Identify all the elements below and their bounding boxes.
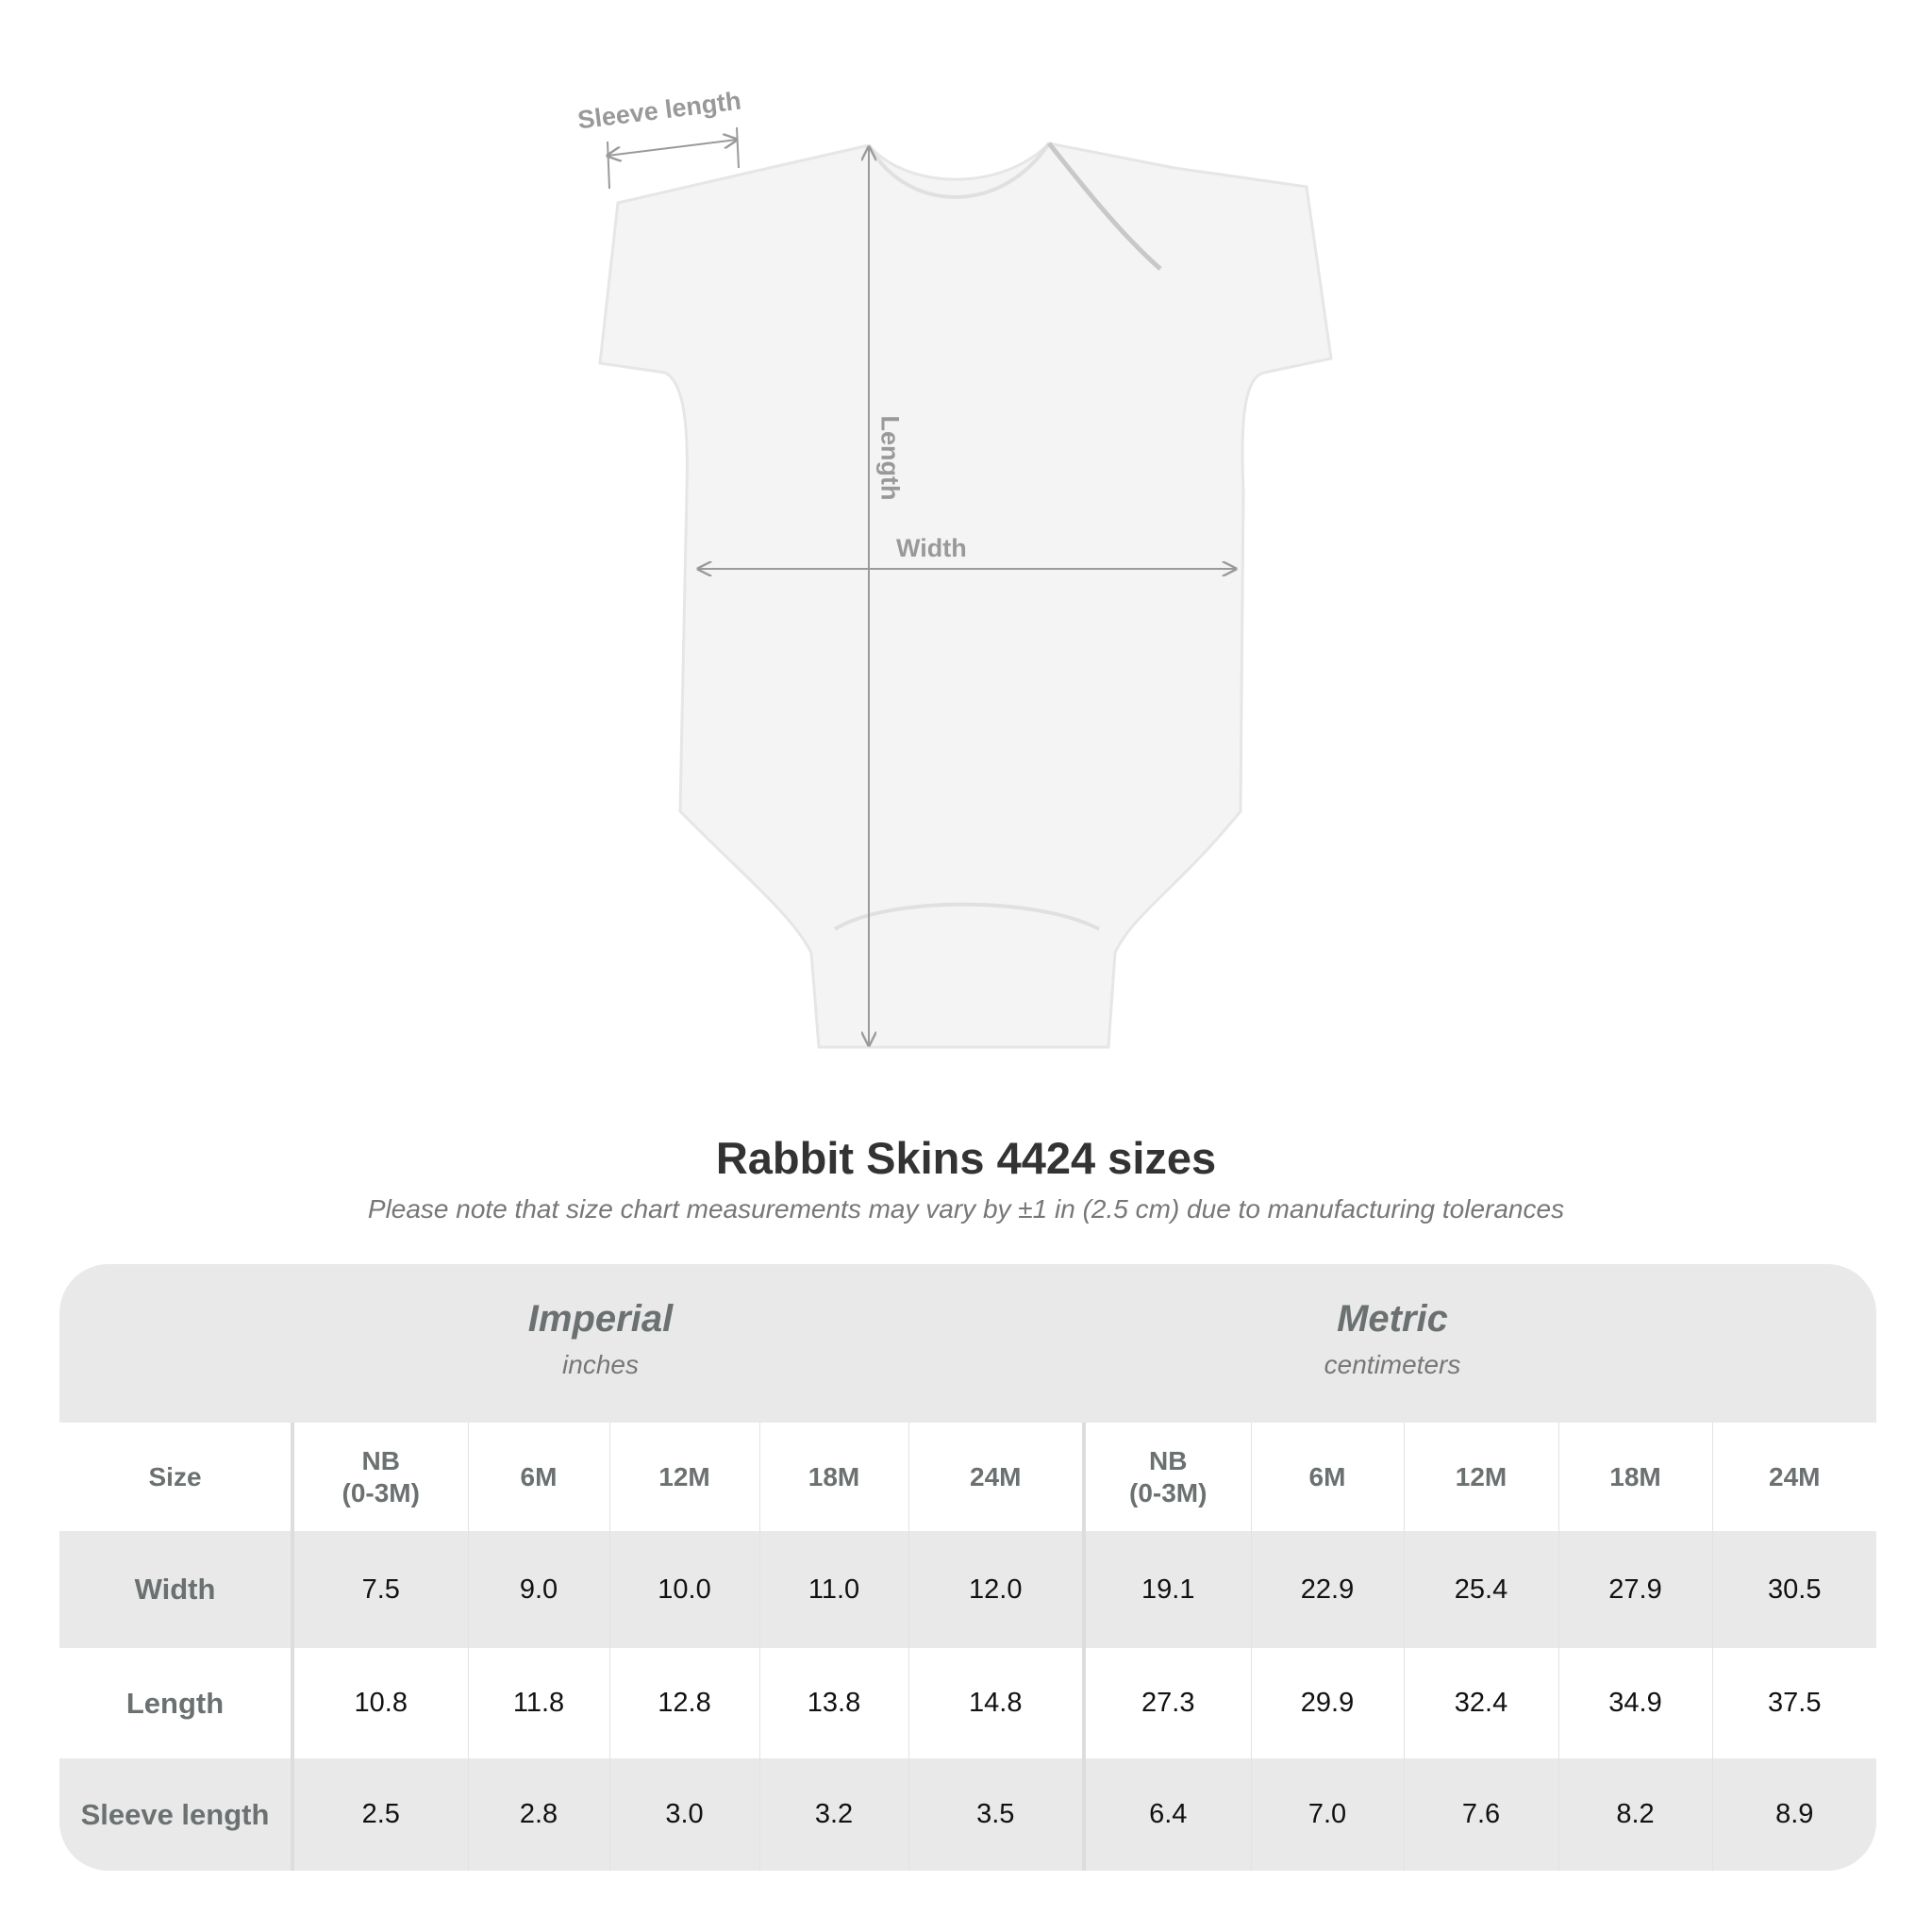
metric-value: 6.4 xyxy=(1082,1758,1251,1871)
size-label: Size xyxy=(59,1423,294,1531)
size-header-cell: 6M xyxy=(1250,1423,1404,1531)
imperial-value: 2.8 xyxy=(467,1758,609,1871)
metric-value: 29.9 xyxy=(1250,1648,1404,1758)
imperial-value: 3.0 xyxy=(608,1758,759,1871)
metric-value: 27.3 xyxy=(1082,1648,1251,1758)
imperial-value: 9.0 xyxy=(467,1531,609,1648)
metric-value: 37.5 xyxy=(1711,1648,1876,1758)
imperial-value: 12.0 xyxy=(908,1531,1084,1648)
size-header-cell: 24M xyxy=(908,1423,1084,1531)
size-diagram: Sleeve length Length Width xyxy=(576,87,1333,1049)
table-row: Width 7.5 9.0 10.0 11.0 12.0 19.1 22.9 25.4 27.9 3… xyxy=(59,1531,1876,1648)
metric-value: 32.4 xyxy=(1403,1648,1558,1758)
metric-value: 27.9 xyxy=(1557,1531,1712,1648)
size-header-cell: 12M xyxy=(1403,1423,1558,1531)
measurement-table: Size NB (0-3M) 6M 12M 18M 24M NB (0-3M) 6M 12M 18… xyxy=(59,1423,1876,1871)
row-label: Width xyxy=(59,1531,294,1648)
size-header-cell: 18M xyxy=(758,1423,908,1531)
metric-value: 19.1 xyxy=(1082,1531,1251,1648)
length-label: Length xyxy=(875,415,905,501)
table-row: Length 10.8 11.8 12.8 13.8 14.8 27.3 29.9 32.4 34… xyxy=(59,1648,1876,1758)
imperial-title: Imperial xyxy=(527,1298,674,1340)
size-header-row: Size NB (0-3M) 6M 12M 18M 24M NB (0-3M) 6M 12M 18… xyxy=(59,1423,1876,1531)
imperial-value: 7.5 xyxy=(291,1531,468,1648)
imperial-value: 13.8 xyxy=(758,1648,908,1758)
size-header-cell: 24M xyxy=(1711,1423,1876,1531)
imperial-value: 12.8 xyxy=(608,1648,759,1758)
metric-value: 8.9 xyxy=(1711,1758,1876,1871)
metric-value: 7.0 xyxy=(1250,1758,1404,1871)
size-table: Imperial inches Metric centimeters Size N… xyxy=(59,1264,1876,1871)
imperial-header: Imperial inches xyxy=(292,1264,908,1423)
metric-value: 7.6 xyxy=(1403,1758,1558,1871)
tolerance-note: Please note that size chart measurements… xyxy=(367,1194,1565,1224)
size-header-cell: 6M xyxy=(467,1423,609,1531)
row-label: Sleeve length xyxy=(59,1758,294,1871)
onesie-body xyxy=(598,142,1333,1049)
imperial-value: 3.2 xyxy=(758,1758,908,1871)
metric-value: 34.9 xyxy=(1557,1648,1712,1758)
metric-value: 8.2 xyxy=(1557,1758,1712,1871)
width-label: Width xyxy=(896,534,967,562)
crotch-flap xyxy=(833,902,1100,931)
imperial-value: 11.0 xyxy=(758,1531,908,1648)
sleeve-length-arrow xyxy=(608,140,737,156)
imperial-value: 14.8 xyxy=(908,1648,1084,1758)
imperial-value: 10.0 xyxy=(608,1531,759,1648)
size-header-cell: NB (0-3M) xyxy=(1082,1423,1251,1531)
size-header-cell: NB (0-3M) xyxy=(291,1423,468,1531)
page-title: Rabbit Skins 4424 sizes xyxy=(715,1133,1217,1183)
imperial-unit: inches xyxy=(562,1350,639,1379)
collar xyxy=(867,142,1051,199)
imperial-value: 2.5 xyxy=(291,1758,468,1871)
size-header-cell: 12M xyxy=(608,1423,759,1531)
onesie-illustration xyxy=(598,126,1333,1049)
metric-value: 22.9 xyxy=(1250,1531,1404,1648)
size-header-cell: 18M xyxy=(1557,1423,1712,1531)
metric-value: 30.5 xyxy=(1711,1531,1876,1648)
imperial-value: 10.8 xyxy=(291,1648,468,1758)
row-label: Length xyxy=(59,1648,294,1758)
metric-unit: centimeters xyxy=(1324,1350,1461,1379)
imperial-value: 3.5 xyxy=(908,1758,1084,1871)
table-row: Sleeve length 2.5 2.8 3.0 3.2 3.5 6.4 7.0 7.6 8.2… xyxy=(59,1758,1876,1871)
imperial-value: 11.8 xyxy=(467,1648,609,1758)
metric-header: Metric centimeters xyxy=(908,1264,1876,1423)
metric-value: 25.4 xyxy=(1403,1531,1558,1648)
metric-title: Metric xyxy=(1337,1298,1448,1340)
